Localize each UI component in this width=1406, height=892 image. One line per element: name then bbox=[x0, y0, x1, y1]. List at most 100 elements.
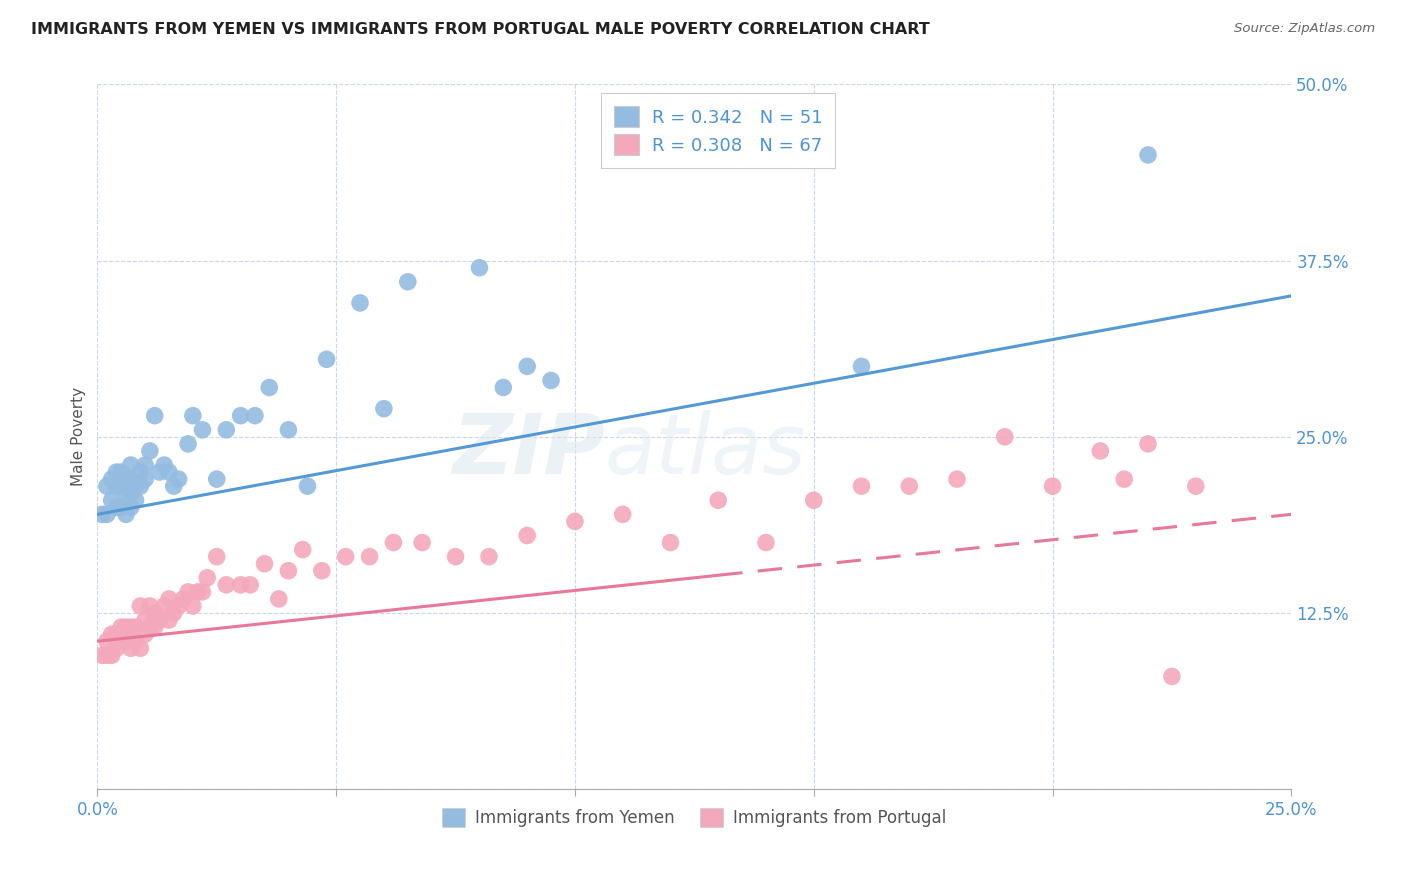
Point bbox=[177, 585, 200, 599]
Point bbox=[492, 380, 515, 394]
Point bbox=[134, 613, 156, 627]
Point bbox=[564, 515, 586, 529]
Point bbox=[946, 472, 969, 486]
Point bbox=[96, 479, 118, 493]
Point bbox=[100, 627, 122, 641]
Point bbox=[167, 472, 190, 486]
Point bbox=[91, 508, 114, 522]
Point bbox=[110, 634, 132, 648]
Point bbox=[851, 479, 873, 493]
Point bbox=[96, 634, 118, 648]
Point bbox=[120, 458, 142, 472]
Point bbox=[291, 542, 314, 557]
Point bbox=[124, 479, 146, 493]
Point bbox=[134, 472, 156, 486]
Point bbox=[157, 613, 180, 627]
Point bbox=[1042, 479, 1064, 493]
Point bbox=[373, 401, 395, 416]
Point bbox=[96, 648, 118, 663]
Point bbox=[110, 479, 132, 493]
Point bbox=[187, 585, 209, 599]
Point bbox=[707, 493, 730, 508]
Point bbox=[259, 380, 281, 394]
Point bbox=[115, 472, 138, 486]
Point bbox=[105, 479, 128, 493]
Point bbox=[411, 535, 433, 549]
Point bbox=[215, 578, 238, 592]
Point bbox=[612, 508, 634, 522]
Point bbox=[115, 634, 138, 648]
Point bbox=[311, 564, 333, 578]
Point bbox=[100, 493, 122, 508]
Point bbox=[115, 620, 138, 634]
Point bbox=[1161, 669, 1184, 683]
Point bbox=[468, 260, 491, 275]
Point bbox=[1090, 444, 1112, 458]
Point bbox=[110, 620, 132, 634]
Point bbox=[139, 599, 162, 613]
Point bbox=[120, 472, 142, 486]
Point bbox=[143, 409, 166, 423]
Text: Source: ZipAtlas.com: Source: ZipAtlas.com bbox=[1234, 22, 1375, 36]
Point bbox=[1185, 479, 1208, 493]
Point bbox=[898, 479, 921, 493]
Point bbox=[105, 465, 128, 479]
Y-axis label: Male Poverty: Male Poverty bbox=[72, 387, 86, 486]
Point bbox=[229, 578, 252, 592]
Point bbox=[163, 606, 186, 620]
Point bbox=[659, 535, 682, 549]
Point bbox=[139, 444, 162, 458]
Point bbox=[191, 585, 214, 599]
Point bbox=[994, 430, 1017, 444]
Point bbox=[1137, 148, 1160, 162]
Point bbox=[120, 500, 142, 515]
Point bbox=[1137, 437, 1160, 451]
Point bbox=[110, 465, 132, 479]
Point bbox=[755, 535, 778, 549]
Point bbox=[239, 578, 262, 592]
Point bbox=[96, 508, 118, 522]
Point bbox=[215, 423, 238, 437]
Point bbox=[382, 535, 405, 549]
Point bbox=[105, 627, 128, 641]
Point bbox=[253, 557, 276, 571]
Text: atlas: atlas bbox=[605, 410, 807, 491]
Point bbox=[359, 549, 381, 564]
Point bbox=[110, 500, 132, 515]
Point bbox=[297, 479, 319, 493]
Point bbox=[120, 620, 142, 634]
Point bbox=[1114, 472, 1136, 486]
Point bbox=[243, 409, 266, 423]
Text: IMMIGRANTS FROM YEMEN VS IMMIGRANTS FROM PORTUGAL MALE POVERTY CORRELATION CHART: IMMIGRANTS FROM YEMEN VS IMMIGRANTS FROM… bbox=[31, 22, 929, 37]
Point bbox=[444, 549, 467, 564]
Point bbox=[124, 634, 146, 648]
Point bbox=[157, 465, 180, 479]
Point bbox=[851, 359, 873, 374]
Point bbox=[153, 599, 176, 613]
Point bbox=[516, 359, 538, 374]
Point bbox=[124, 620, 146, 634]
Point bbox=[105, 500, 128, 515]
Point bbox=[120, 486, 142, 500]
Point bbox=[181, 599, 204, 613]
Point bbox=[478, 549, 501, 564]
Point bbox=[191, 423, 214, 437]
Point bbox=[315, 352, 337, 367]
Point bbox=[181, 409, 204, 423]
Point bbox=[167, 599, 190, 613]
Point bbox=[148, 465, 170, 479]
Point bbox=[129, 479, 152, 493]
Point bbox=[277, 423, 299, 437]
Text: ZIP: ZIP bbox=[453, 410, 605, 491]
Point bbox=[277, 564, 299, 578]
Point bbox=[148, 613, 170, 627]
Point bbox=[143, 620, 166, 634]
Point bbox=[139, 620, 162, 634]
Point bbox=[153, 458, 176, 472]
Point bbox=[195, 571, 218, 585]
Point bbox=[134, 627, 156, 641]
Point bbox=[396, 275, 419, 289]
Legend: Immigrants from Yemen, Immigrants from Portugal: Immigrants from Yemen, Immigrants from P… bbox=[436, 801, 953, 834]
Point bbox=[335, 549, 357, 564]
Point bbox=[124, 493, 146, 508]
